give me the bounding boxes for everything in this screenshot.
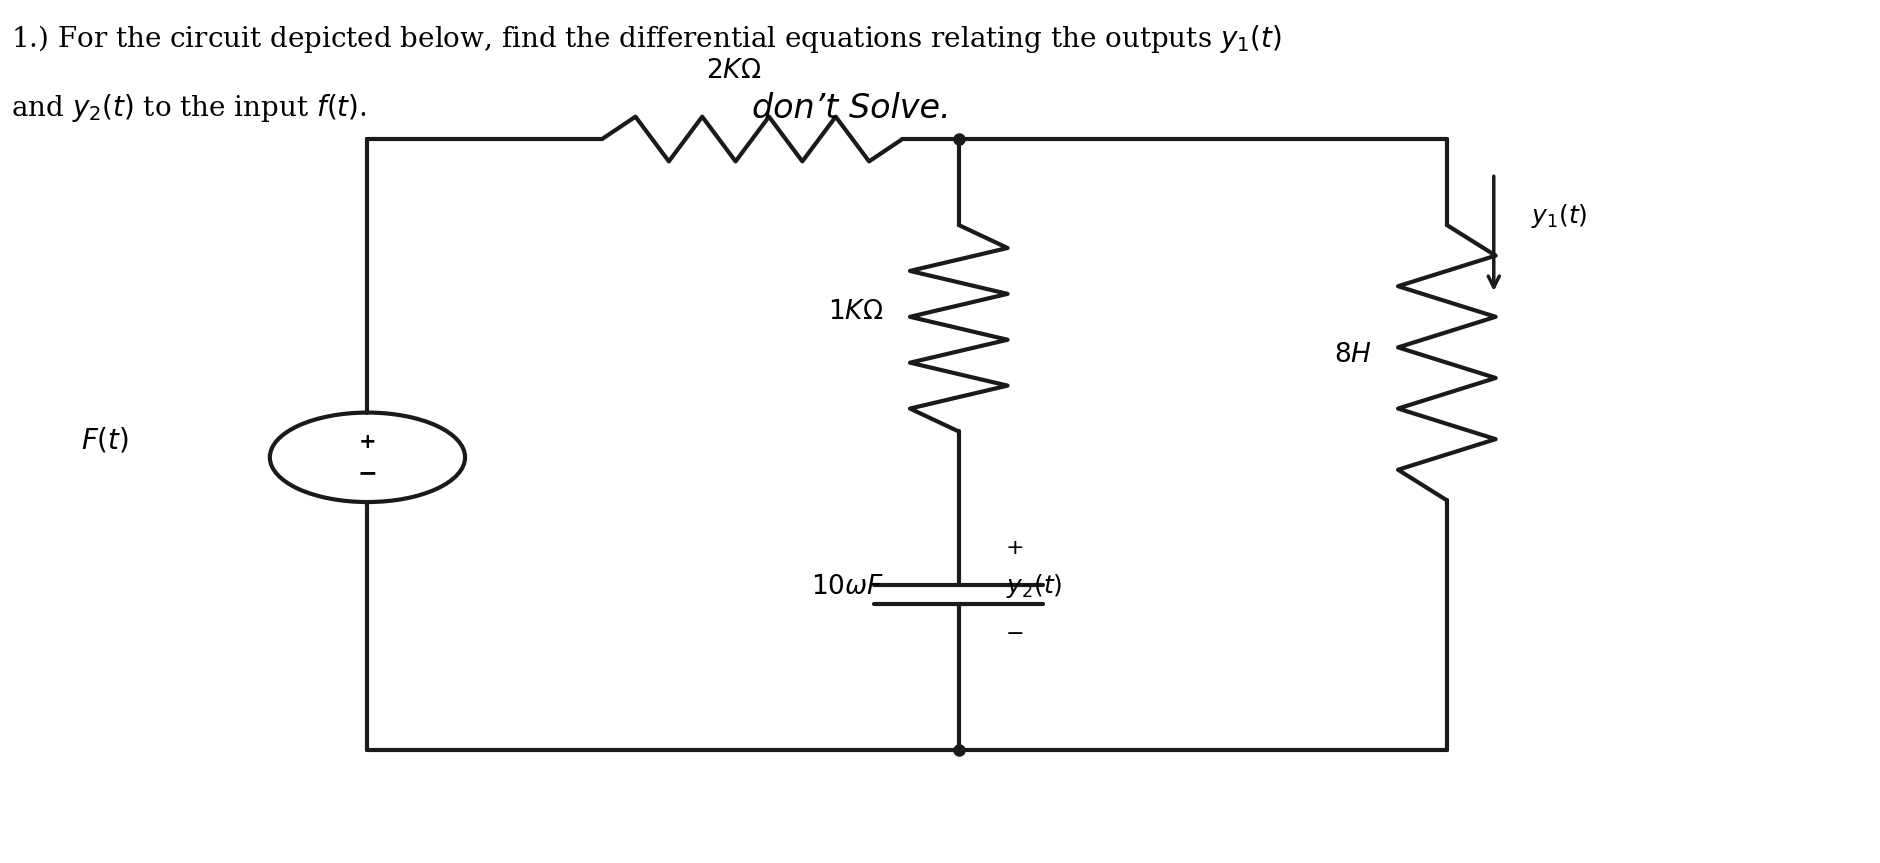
- Text: +: +: [359, 432, 376, 452]
- Text: $8H$: $8H$: [1333, 342, 1372, 367]
- Text: 1.) For the circuit depicted below, find the differential equations relating the: 1.) For the circuit depicted below, find…: [11, 23, 1282, 55]
- Text: $2K\Omega$: $2K\Omega$: [705, 58, 761, 83]
- Text: $1K\Omega$: $1K\Omega$: [829, 299, 884, 324]
- Text: $\mathit{y_1(t)}$: $\mathit{y_1(t)}$: [1532, 203, 1589, 230]
- Text: $\mathit{y_2(t)}$: $\mathit{y_2(t)}$: [1006, 572, 1062, 601]
- Text: and $y_2(t)$ to the input $f(t)$.: and $y_2(t)$ to the input $f(t)$.: [11, 91, 367, 123]
- Text: −: −: [357, 461, 378, 485]
- Text: don’t Solve.: don’t Solve.: [752, 91, 951, 125]
- Text: −: −: [1006, 624, 1025, 644]
- Text: $\mathit{F(t)}$: $\mathit{F(t)}$: [81, 425, 130, 455]
- Text: +: +: [1006, 538, 1025, 557]
- Text: $10\omega F$: $10\omega F$: [810, 574, 884, 599]
